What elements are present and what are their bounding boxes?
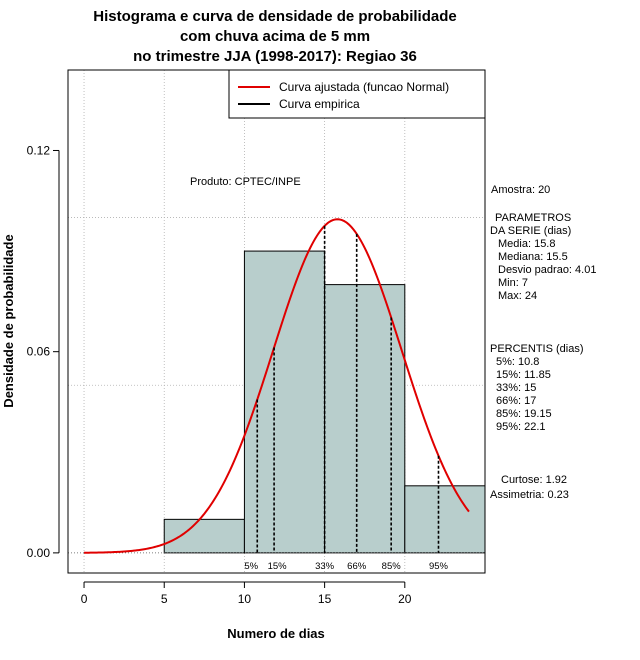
x-tick-label: 5 — [161, 592, 168, 606]
x-tick-label: 10 — [238, 592, 252, 606]
axes: 0 5 10 15 20 0.00 0.06 0.12 Numero de dias Densid… — [1, 143, 412, 641]
parametros-line: DA SERIE (dias) — [490, 225, 571, 237]
grid — [68, 70, 485, 573]
parametros-line: Mediana: 15.5 — [498, 251, 568, 263]
histogram-bar — [163, 518, 245, 554]
x-axis-label: Numero de dias — [227, 626, 325, 641]
legend: Curva ajustada (funcao Normal) Curva empi… — [228, 69, 486, 119]
parametros-line: Max: 24 — [498, 290, 537, 302]
percentis-line: PERCENTIS (dias) — [490, 343, 584, 355]
percentile-label: 5% — [244, 561, 258, 572]
percentis-line: 66%: 17 — [496, 395, 536, 407]
x-tick-label: 20 — [398, 592, 412, 606]
forma-line: Assimetria: 0.23 — [490, 489, 569, 501]
parametros-line: PARAMETROS — [495, 212, 571, 224]
percentile-label: 95% — [429, 561, 449, 572]
y-tick-label: 0.00 — [27, 546, 51, 560]
percentis-line: 95%: 22.1 — [496, 421, 546, 433]
percentile-label: 15% — [268, 561, 288, 572]
y-tick-label: 0.06 — [27, 345, 51, 359]
histogram-bars — [68, 250, 486, 554]
legend-label: Curva ajustada (funcao Normal) — [279, 80, 449, 94]
x-tick-label: 15 — [318, 592, 332, 606]
percentile-label: 66% — [347, 561, 367, 572]
percentile-label: 85% — [382, 561, 402, 572]
parametros-line: Media: 15.8 — [498, 238, 555, 250]
percentis-line: 5%: 10.8 — [496, 356, 539, 368]
chart-title: Histograma e curva de densidade de proba… — [93, 8, 456, 65]
title-line-1: Histograma e curva de densidade de proba… — [93, 8, 456, 25]
forma-line: Curtose: 1.92 — [501, 474, 567, 486]
title-line-2: com chuva acima de 5 mm — [180, 28, 370, 45]
x-tick-label: 0 — [81, 592, 88, 606]
y-tick-label: 0.12 — [27, 143, 51, 157]
percentis-line: 85%: 19.15 — [496, 408, 552, 420]
produto-label: Produto: CPTEC/INPE — [190, 176, 301, 188]
normal-curve-line — [84, 218, 470, 554]
title-line-3: no trimestre JJA (1998-2017): Regiao 36 — [133, 48, 417, 65]
percentis-line: 15%: 11.85 — [496, 369, 551, 381]
annotations: Produto: CPTEC/INPE Amostra: 20 PARAMETROS… — [190, 176, 596, 501]
parametros-line: Desvio padrao: 4.01 — [498, 264, 596, 276]
histogram-bar — [404, 485, 486, 554]
normal-curve — [84, 218, 470, 554]
percentile-label: 33% — [315, 561, 335, 572]
amostra-label: Amostra: 20 — [491, 184, 550, 196]
parametros-line: Min: 7 — [498, 277, 528, 289]
percentile-lines: 5% 15% 33% 66% 85% 95% — [244, 225, 449, 572]
percentis-line: 33%: 15 — [496, 382, 536, 394]
legend-box — [228, 69, 486, 119]
y-axis-label: Densidade de probabilidade — [1, 234, 16, 407]
legend-label: Curva empirica — [279, 97, 360, 111]
